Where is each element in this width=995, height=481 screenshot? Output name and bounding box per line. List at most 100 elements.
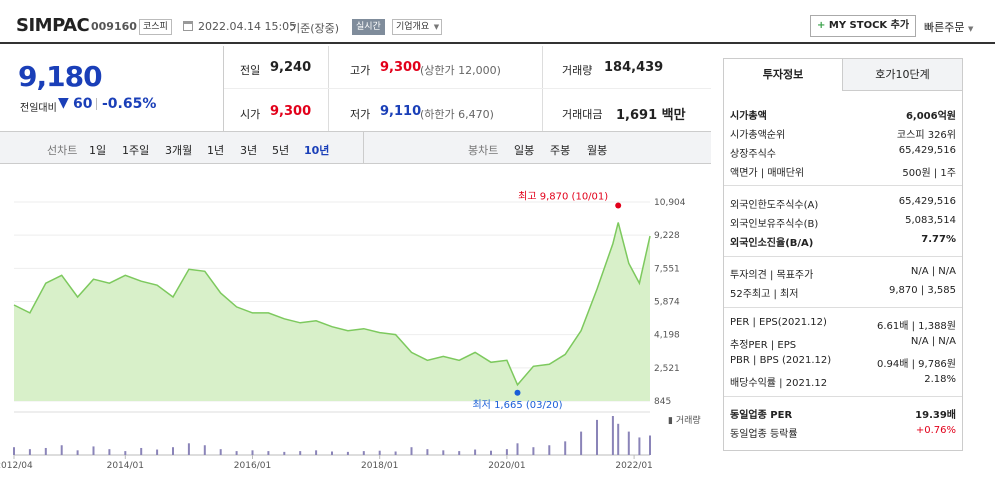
volume-bar [410,447,413,455]
stock-name: SIMPAC [16,15,90,36]
volume-bar [172,447,174,455]
volume-bar [532,447,535,455]
change-label: 전일대비 [20,103,57,114]
plus-icon: + [817,20,826,31]
y-tick-label: 7,551 [654,264,680,274]
y-tick-label: 9,228 [654,231,680,241]
chevron-down-icon: ▼ [433,23,440,31]
x-tick-label: 2014/01 [107,461,144,471]
tab-daily[interactable]: 일봉 [514,144,535,157]
info-value: 6.61배 | 1,388원 [876,321,956,332]
quick-order-link[interactable]: 빠른주문 ▼ [924,19,973,35]
tab-3y[interactable]: 3년 [240,144,258,157]
company-overview-dropdown[interactable]: 기업개요 ▼ [392,19,443,35]
max-label: 최고 9,870 (10/01) [518,190,608,202]
tab-1y[interactable]: 1년 [207,144,225,157]
market-badge: 코스피 [139,19,172,35]
tab-order-book[interactable]: 호가10단계 [843,59,962,91]
y-tick-label: 845 [654,397,671,407]
divider [724,396,962,397]
volume-bar [362,451,365,455]
change-value: 60 [73,96,93,112]
volume-bar [28,449,31,455]
y-tick-label: 5,874 [654,298,680,308]
volume-bar [108,449,111,455]
info-value: 500원 | 1주 [902,168,956,179]
x-tick-label: 2016/01 [234,461,271,471]
volume-bar [548,445,551,455]
current-price: 9,180 [18,60,103,93]
info-value: 코스피 326위 [896,130,956,141]
divider [724,185,962,186]
info-value: N/A | N/A [910,336,956,347]
volume-bar [156,449,159,455]
volume-bar [92,446,95,455]
x-tick-label: 2012/04 [0,461,33,471]
stock-header: SIMPAC 009160 코스피 2022.04.14 15:05 기준(장중… [0,0,995,44]
upper-limit: (상한가 12,000) [420,64,501,77]
tab-1w[interactable]: 1주일 [122,144,150,157]
chart-tabs: 선차트 1일 1주일 3개월 1년 3년 5년 10년 봉차트 일봉 주봉 월봉 [0,131,711,164]
info-label: 상장주식수 [730,149,776,160]
info-label: PER | EPS(2021.12) [730,317,827,328]
divider [724,256,962,257]
info-label: 외국인보유주식수(B) [730,219,819,230]
volume-bar [60,445,63,455]
tab-weekly[interactable]: 주봉 [550,144,571,157]
volume-bar [649,435,651,455]
open-label: 시가 [240,108,261,121]
volume-bar [378,450,381,455]
volume-bar [315,450,318,455]
info-value: 65,429,516 [898,145,956,156]
prev-close-value: 9,240 [270,60,312,75]
volume-bar [13,447,15,455]
volume-bar [442,450,445,455]
tab-3m[interactable]: 3개월 [165,144,193,157]
open-value: 9,300 [270,104,312,119]
tab-5y[interactable]: 5년 [272,144,290,157]
info-value: 6,006억원 [905,111,956,122]
timestamp-basis: 기준(장중) [290,22,340,35]
lower-limit: (하한가 6,470) [420,108,494,121]
info-label: 외국인소진율(B/A) [730,238,814,249]
my-stock-add-button[interactable]: + MY STOCK 추가 [810,15,917,37]
volume-label: ▮ 거래량 [668,414,701,426]
tab-investment-info[interactable]: 투자정보 [724,59,843,91]
low-label: 저가 [350,108,371,121]
y-tick-label: 10,904 [654,198,686,208]
high-value: 9,300 [380,60,422,75]
investment-info-panel: 투자정보 호가10단계 시가총액 6,006억원 시가총액순위 코스피 326위 상장주… [723,58,963,451]
volume-bar [516,443,519,455]
divider [724,307,962,308]
volume-bar [490,450,492,455]
prev-close-label: 전일 [240,64,261,77]
calendar-icon [183,21,193,31]
info-value: 0.94배 | 9,786원 [876,359,956,370]
volume-bar [203,445,206,455]
volume-bar [426,449,429,455]
volume-bar [617,423,620,455]
info-label: 투자의견 | 목표주가 [730,270,814,281]
volume-bar [638,437,641,455]
info-label: 외국인한도주식수(A) [730,200,819,211]
price-chart: 10,904 9,228 7,551 5,874 4,198 2,521 845 최고 9,8… [0,190,701,471]
volume-bar [331,451,333,455]
info-value: +0.76% [915,425,956,436]
volume-value: 184,439 [604,60,664,75]
info-value: 7.77% [921,234,956,245]
info-label: 동일업종 등락률 [730,429,798,440]
change-percent: -0.65% [102,96,157,112]
tab-monthly[interactable]: 월봉 [587,144,608,157]
info-value: 5,083,514 [905,215,956,226]
realtime-button[interactable]: 실시간 [352,19,385,35]
info-label: 배당수익률 | 2021.12 [730,378,828,389]
info-label: 동일업종 PER [730,410,793,421]
volume-bar [564,441,567,455]
tab-1d[interactable]: 1일 [89,144,107,157]
price-line [13,222,651,387]
tab-10y[interactable]: 10년 [304,144,330,157]
volume-bar [611,416,614,455]
x-tick-label: 2018/01 [361,461,398,471]
volume-bar [44,447,47,455]
y-tick-label: 2,521 [654,364,680,374]
